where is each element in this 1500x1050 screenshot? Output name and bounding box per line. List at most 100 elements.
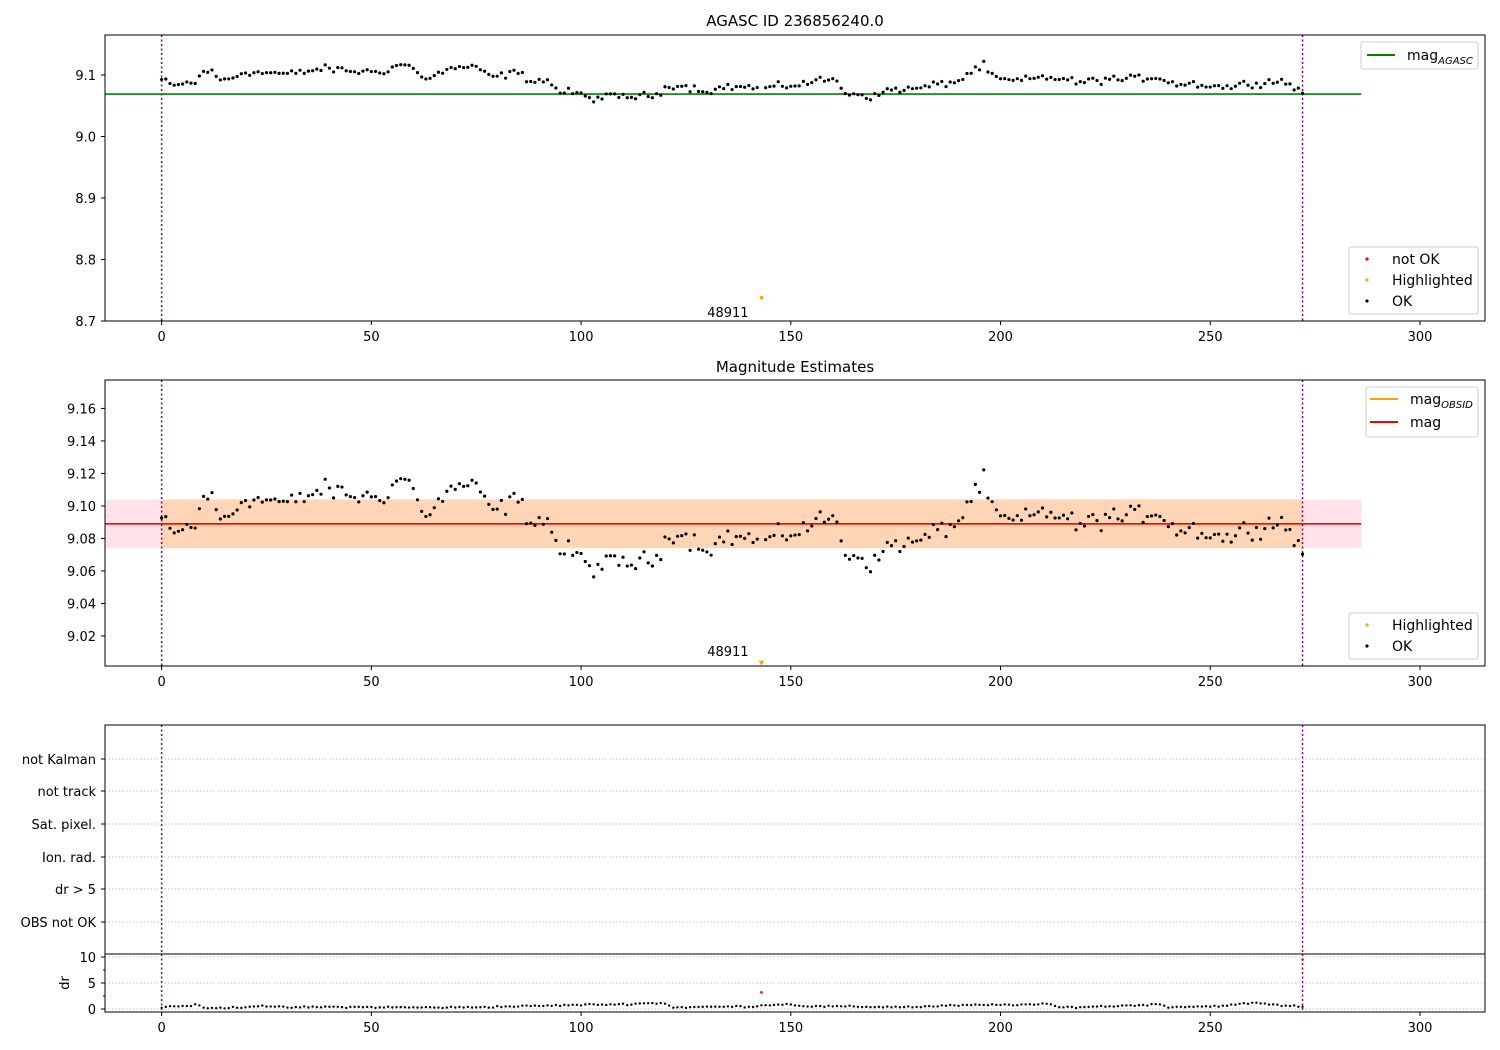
panel1-legend-ok-label: OK — [1392, 294, 1413, 310]
dr-point — [747, 1005, 751, 1009]
dr-point — [1003, 1003, 1006, 1006]
dr-point — [881, 1006, 885, 1009]
dr-point — [642, 1002, 646, 1005]
dr-point — [986, 1003, 990, 1007]
panel1-point — [1015, 77, 1019, 81]
panel1-legend-lines: magAGASC — [1360, 41, 1479, 70]
panel1-point — [709, 92, 713, 96]
panel2-point — [952, 525, 956, 529]
panel1-point — [822, 79, 826, 83]
panel1-point — [684, 83, 688, 88]
panel1-point — [768, 85, 772, 89]
panel1-point — [818, 75, 822, 79]
panel1-point — [373, 69, 378, 74]
panel2-point — [1053, 516, 1057, 520]
dr-point — [567, 1004, 570, 1007]
panel2-point — [667, 537, 671, 541]
panel1-point — [772, 84, 776, 88]
panel2-point — [365, 490, 369, 494]
dr-point — [378, 1006, 381, 1009]
panel1-point — [277, 71, 281, 75]
panel1-point — [269, 71, 273, 75]
panel1-point — [977, 68, 982, 72]
dr-boundaries — [160, 954, 1304, 1012]
panel1-point — [810, 80, 814, 85]
panel1-point — [1045, 77, 1049, 81]
dr-point — [294, 1005, 298, 1009]
panel1-point — [852, 92, 856, 96]
panel1-point — [894, 86, 898, 90]
panel2-point — [1045, 515, 1049, 519]
flag-label-obs-not-ok: OBS not OK — [21, 916, 97, 931]
panel1-point — [583, 94, 587, 98]
panel1-point — [550, 83, 554, 87]
dr-point — [621, 1002, 625, 1005]
panel2-point — [369, 495, 373, 499]
dr-point — [760, 1004, 763, 1007]
dr-point — [768, 1004, 772, 1007]
dr-point — [852, 1005, 855, 1008]
panel1-point — [1208, 85, 1212, 89]
panel1-point — [621, 92, 625, 97]
panel2-point — [285, 500, 290, 504]
panel2-highlight-annotation: 48911 — [707, 645, 748, 660]
dr-point — [1066, 1005, 1069, 1009]
panel2-point — [1170, 522, 1175, 526]
panel1-point — [382, 72, 386, 76]
panel2-point — [420, 509, 424, 513]
panel1-point — [1162, 78, 1166, 83]
panel2-point — [340, 485, 344, 489]
panel1-point — [785, 86, 789, 90]
dr-point — [1192, 1005, 1195, 1009]
panel2-point — [629, 563, 634, 567]
panel2-point — [260, 500, 264, 504]
panel2-point — [264, 498, 269, 502]
dr-point — [449, 1005, 453, 1009]
panel2-point — [277, 499, 281, 504]
panel1-point — [1179, 82, 1183, 87]
panel2-point — [189, 525, 193, 530]
flags-y-axis: not Kalman not track Sat. pixel. Ion. ra… — [21, 753, 105, 931]
flags-boundaries — [160, 725, 1304, 954]
panel1-point — [281, 71, 285, 75]
panel2-point — [390, 483, 394, 487]
dr-point — [273, 1005, 277, 1008]
dr-point — [512, 1005, 516, 1009]
panel1-xtick-label-0: 0 — [157, 330, 165, 345]
panel1-point — [1011, 78, 1015, 82]
panel2-point — [785, 538, 789, 542]
panel2-point — [1019, 518, 1024, 522]
panel1-point — [692, 84, 696, 88]
dr-point — [1255, 1001, 1258, 1004]
dr-point — [210, 1006, 214, 1010]
dr-point — [806, 1005, 809, 1008]
panel1-legend-highlighted-label: Highlighted — [1392, 273, 1473, 289]
panel1-point — [457, 64, 462, 69]
panel1-point — [1191, 80, 1196, 84]
panel2-point — [558, 552, 562, 556]
dr-ytick-label-0: 0 — [88, 1003, 96, 1018]
panel1-point — [470, 63, 474, 67]
dr-point — [835, 1004, 839, 1008]
dr-point — [282, 1005, 285, 1008]
dr-point — [370, 1005, 373, 1009]
dr-point — [948, 1003, 952, 1007]
dr-point — [1154, 1002, 1157, 1006]
panel1-point — [201, 69, 206, 73]
panel1-point — [831, 77, 835, 81]
dr-point — [709, 1005, 713, 1008]
panel2-point — [1158, 514, 1162, 519]
dr-point — [1037, 1003, 1040, 1006]
panel2-point — [1066, 517, 1070, 521]
panel1-point — [218, 78, 222, 82]
dr-point — [701, 1005, 704, 1009]
dr-point — [1049, 1003, 1053, 1006]
panel1-point — [176, 82, 181, 87]
panel2-point — [508, 495, 512, 499]
dr-point — [1259, 1002, 1262, 1005]
dr-point — [185, 1004, 188, 1008]
panel1-point — [671, 87, 675, 91]
panel1-point — [214, 74, 218, 78]
panel2-point — [600, 567, 604, 571]
dr-point — [1053, 1004, 1057, 1008]
